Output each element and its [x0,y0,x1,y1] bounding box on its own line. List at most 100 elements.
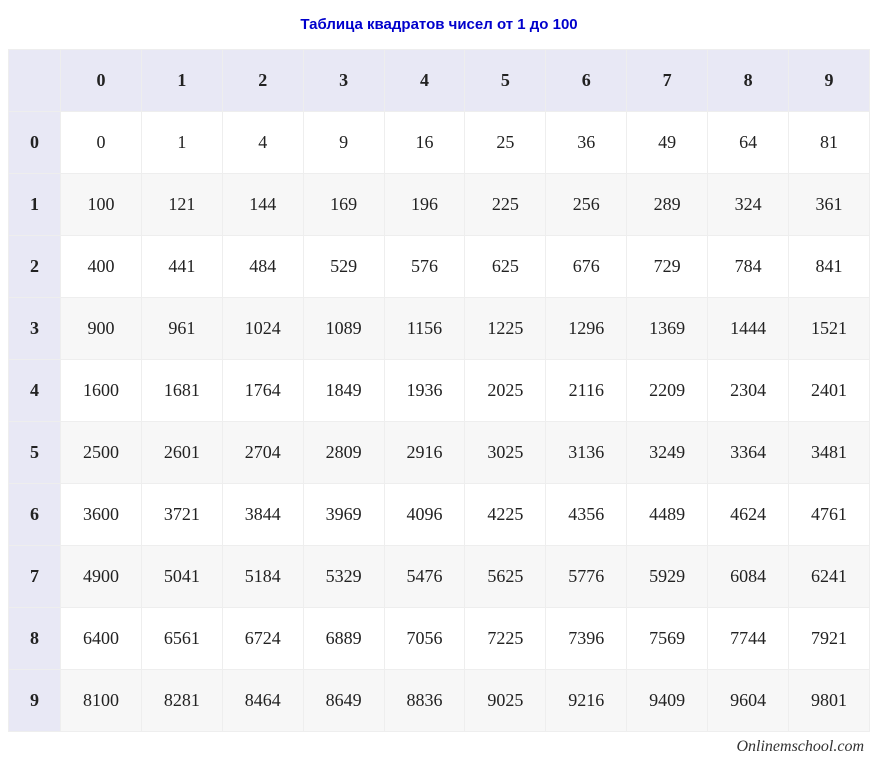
table-cell: 1156 [384,298,465,360]
table-cell: 4624 [708,484,789,546]
table-cell: 36 [546,112,627,174]
col-head: 3 [303,50,384,112]
table-cell: 5625 [465,546,546,608]
table-cell: 3844 [222,484,303,546]
table-cell: 1444 [708,298,789,360]
table-cell: 1225 [465,298,546,360]
table-cell: 576 [384,236,465,298]
table-row: 3 900 961 1024 1089 1156 1225 1296 1369 … [9,298,870,360]
table-row: 8 6400 6561 6724 6889 7056 7225 7396 756… [9,608,870,670]
table-cell: 2401 [789,360,870,422]
table-cell: 0 [61,112,142,174]
table-cell: 625 [465,236,546,298]
table-cell: 1296 [546,298,627,360]
table-cell: 9216 [546,670,627,732]
table-cell: 1369 [627,298,708,360]
table-cell: 5329 [303,546,384,608]
col-head: 7 [627,50,708,112]
table-cell: 9604 [708,670,789,732]
table-cell: 6724 [222,608,303,670]
table-cell: 1764 [222,360,303,422]
table-cell: 3249 [627,422,708,484]
table-cell: 256 [546,174,627,236]
table-cell: 1089 [303,298,384,360]
table-cell: 676 [546,236,627,298]
table-cell: 1681 [141,360,222,422]
table-cell: 6241 [789,546,870,608]
table-cell: 3136 [546,422,627,484]
table-cell: 2025 [465,360,546,422]
table-cell: 841 [789,236,870,298]
table-body: 0 0 1 4 9 16 25 36 49 64 81 1 100 121 14… [9,112,870,732]
row-head: 9 [9,670,61,732]
row-head: 7 [9,546,61,608]
table-cell: 784 [708,236,789,298]
col-head: 2 [222,50,303,112]
table-cell: 1521 [789,298,870,360]
table-cell: 121 [141,174,222,236]
table-cell: 2116 [546,360,627,422]
table-cell: 5184 [222,546,303,608]
table-cell: 169 [303,174,384,236]
table-cell: 361 [789,174,870,236]
table-cell: 324 [708,174,789,236]
table-cell: 4356 [546,484,627,546]
table-cell: 900 [61,298,142,360]
table-cell: 1849 [303,360,384,422]
table-cell: 8836 [384,670,465,732]
row-head: 0 [9,112,61,174]
col-head: 6 [546,50,627,112]
table-row: 5 2500 2601 2704 2809 2916 3025 3136 324… [9,422,870,484]
table-cell: 6889 [303,608,384,670]
row-head: 6 [9,484,61,546]
table-cell: 3364 [708,422,789,484]
table-cell: 7744 [708,608,789,670]
table-cell: 2209 [627,360,708,422]
header-row: 0 1 2 3 4 5 6 7 8 9 [9,50,870,112]
squares-table: 0 1 2 3 4 5 6 7 8 9 0 0 1 4 9 16 25 36 [8,49,870,732]
row-head: 5 [9,422,61,484]
row-head: 4 [9,360,61,422]
table-cell: 3721 [141,484,222,546]
col-head: 8 [708,50,789,112]
table-cell: 196 [384,174,465,236]
table-row: 7 4900 5041 5184 5329 5476 5625 5776 592… [9,546,870,608]
table-cell: 2704 [222,422,303,484]
credit-text: Onlinemschool.com [8,738,870,756]
table-cell: 400 [61,236,142,298]
table-row: 6 3600 3721 3844 3969 4096 4225 4356 448… [9,484,870,546]
table-cell: 2304 [708,360,789,422]
table-row: 1 100 121 144 169 196 225 256 289 324 36… [9,174,870,236]
col-head: 4 [384,50,465,112]
table-cell: 2601 [141,422,222,484]
table-cell: 64 [708,112,789,174]
table-cell: 8281 [141,670,222,732]
table-cell: 1600 [61,360,142,422]
table-cell: 3969 [303,484,384,546]
table-row: 9 8100 8281 8464 8649 8836 9025 9216 940… [9,670,870,732]
table-cell: 6084 [708,546,789,608]
table-cell: 4 [222,112,303,174]
table-cell: 7056 [384,608,465,670]
table-cell: 289 [627,174,708,236]
table-cell: 9801 [789,670,870,732]
table-cell: 5929 [627,546,708,608]
table-cell: 7396 [546,608,627,670]
row-head: 8 [9,608,61,670]
col-head: 0 [61,50,142,112]
table-cell: 6400 [61,608,142,670]
table-cell: 7921 [789,608,870,670]
table-cell: 4761 [789,484,870,546]
table-cell: 484 [222,236,303,298]
col-head: 1 [141,50,222,112]
table-cell: 1936 [384,360,465,422]
table-row: 4 1600 1681 1764 1849 1936 2025 2116 220… [9,360,870,422]
table-cell: 1024 [222,298,303,360]
table-cell: 5476 [384,546,465,608]
table-cell: 5041 [141,546,222,608]
table-cell: 3600 [61,484,142,546]
table-cell: 49 [627,112,708,174]
table-cell: 25 [465,112,546,174]
row-head: 3 [9,298,61,360]
table-row: 2 400 441 484 529 576 625 676 729 784 84… [9,236,870,298]
